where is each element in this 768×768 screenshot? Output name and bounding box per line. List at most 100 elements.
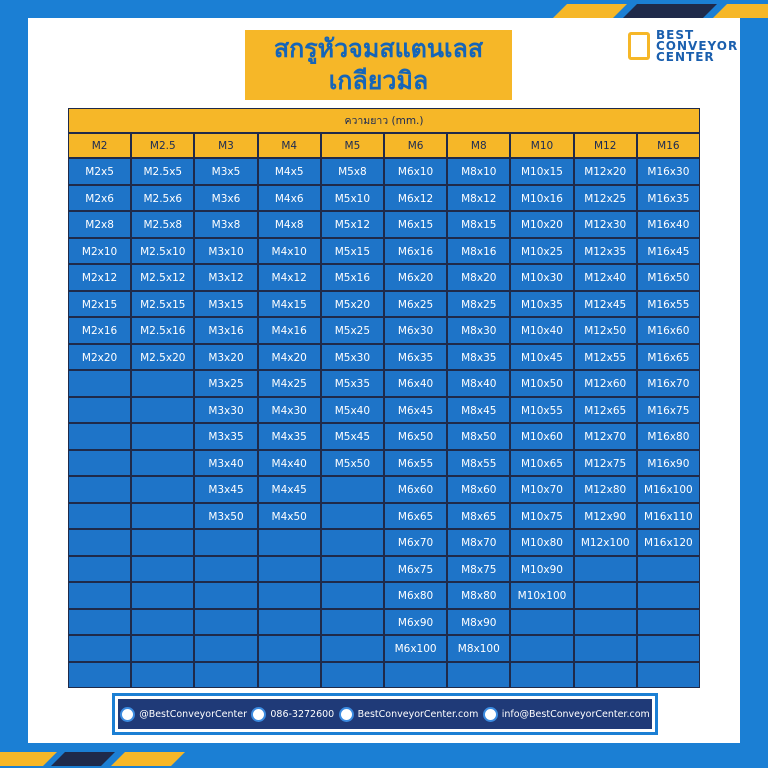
- size-cell: M12x75: [573, 449, 637, 476]
- size-cell: M2x5: [68, 158, 132, 185]
- size-cell: M5x35: [320, 370, 384, 397]
- empty-cell: [320, 529, 384, 556]
- size-cell: M16x40: [636, 211, 700, 238]
- empty-cell: [68, 476, 132, 503]
- size-cell: M10x30: [510, 264, 574, 291]
- column-header: M3: [194, 133, 258, 158]
- size-cell: M12x35: [573, 237, 637, 264]
- empty-cell: [194, 529, 258, 556]
- size-cell: M16x65: [636, 343, 700, 370]
- size-cell: M12x55: [573, 343, 637, 370]
- empty-cell: [257, 555, 321, 582]
- size-cell: M5x30: [320, 343, 384, 370]
- size-cell: M8x55: [447, 449, 511, 476]
- empty-cell: [636, 661, 700, 688]
- size-cell: M10x40: [510, 317, 574, 344]
- empty-cell: [636, 635, 700, 662]
- footer-item: @BestConveyorCenter: [120, 706, 247, 722]
- size-cell: M16x35: [636, 184, 700, 211]
- empty-cell: [573, 661, 637, 688]
- size-cell: M5x50: [320, 449, 384, 476]
- corner-stripe: [623, 4, 717, 18]
- title-line: สกรูหัวจมสแตนเลส: [273, 34, 484, 63]
- footer-icon: [482, 706, 498, 722]
- size-cell: M16x70: [636, 370, 700, 397]
- size-cell: M6x20: [384, 264, 448, 291]
- size-cell: M6x16: [384, 237, 448, 264]
- empty-cell: [636, 555, 700, 582]
- empty-cell: [68, 635, 132, 662]
- empty-cell: [573, 582, 637, 609]
- corner-stripe: [51, 752, 115, 766]
- size-cell: M16x60: [636, 317, 700, 344]
- size-cell: M6x35: [384, 343, 448, 370]
- size-cell: M2x16: [68, 317, 132, 344]
- size-cell: M8x50: [447, 423, 511, 450]
- size-cell: M8x60: [447, 476, 511, 503]
- footer-icon: [251, 706, 267, 722]
- column-header: M2.5: [131, 133, 195, 158]
- empty-cell: [510, 608, 574, 635]
- size-cell: M6x100: [384, 635, 448, 662]
- size-cell: M8x16: [447, 237, 511, 264]
- size-cell: M4x45: [257, 476, 321, 503]
- size-table: ความยาว (mm.) M2 M2x5 M2x6 M2x8 M2x10 M2x12 M2x…: [68, 108, 700, 688]
- size-cell: M2x15: [68, 290, 132, 317]
- size-cell: M4x12: [257, 264, 321, 291]
- size-cell: M6x12: [384, 184, 448, 211]
- size-cell: M16x50: [636, 264, 700, 291]
- empty-cell: [447, 661, 511, 688]
- size-cell: M6x55: [384, 449, 448, 476]
- size-cell: M16x30: [636, 158, 700, 185]
- empty-cell: [68, 423, 132, 450]
- title-line: เกลียวมิล: [328, 66, 429, 95]
- size-cell: M3x20: [194, 343, 258, 370]
- size-cell: M2x12: [68, 264, 132, 291]
- column-header: M10: [510, 133, 574, 158]
- size-cell: M12x50: [573, 317, 637, 344]
- logo-text: CONVEYOR: [656, 39, 739, 53]
- size-cell: M3x8: [194, 211, 258, 238]
- size-cell: M6x90: [384, 608, 448, 635]
- size-cell: M3x45: [194, 476, 258, 503]
- size-cell: M12x70: [573, 423, 637, 450]
- empty-cell: [68, 661, 132, 688]
- footer-icon: [338, 706, 354, 722]
- empty-cell: [384, 661, 448, 688]
- empty-cell: [131, 476, 195, 503]
- size-cell: M5x20: [320, 290, 384, 317]
- title-box: สกรูหัวจมสแตนเลส เกลียวมิล: [245, 30, 512, 100]
- footer-text: @BestConveyorCenter: [139, 708, 247, 720]
- empty-cell: [131, 661, 195, 688]
- empty-cell: [257, 529, 321, 556]
- size-cell: M5x25: [320, 317, 384, 344]
- footer-item: 086-3272600: [251, 706, 334, 722]
- size-cell: M16x90: [636, 449, 700, 476]
- empty-cell: [320, 555, 384, 582]
- empty-cell: [320, 476, 384, 503]
- empty-cell: [320, 582, 384, 609]
- empty-cell: [573, 555, 637, 582]
- size-cell: M10x75: [510, 502, 574, 529]
- size-cell: M2.5x6: [131, 184, 195, 211]
- empty-cell: [320, 635, 384, 662]
- column-header: M2: [68, 133, 132, 158]
- size-cell: M8x75: [447, 555, 511, 582]
- size-cell: M10x15: [510, 158, 574, 185]
- size-cell: M5x45: [320, 423, 384, 450]
- size-cell: M4x16: [257, 317, 321, 344]
- size-cell: M10x45: [510, 343, 574, 370]
- size-cell: M6x75: [384, 555, 448, 582]
- size-cell: M5x10: [320, 184, 384, 211]
- size-cell: M8x90: [447, 608, 511, 635]
- corner-stripe: [111, 752, 185, 766]
- size-cell: M2.5x5: [131, 158, 195, 185]
- size-cell: M16x45: [636, 237, 700, 264]
- size-cell: M6x70: [384, 529, 448, 556]
- size-cell: M6x10: [384, 158, 448, 185]
- size-cell: M12x30: [573, 211, 637, 238]
- size-cell: M12x90: [573, 502, 637, 529]
- size-cell: M10x65: [510, 449, 574, 476]
- size-cell: M8x80: [447, 582, 511, 609]
- size-cell: M4x40: [257, 449, 321, 476]
